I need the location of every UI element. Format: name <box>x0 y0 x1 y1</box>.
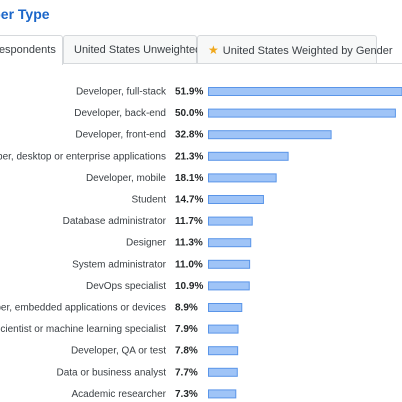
value-label: 7.3% <box>175 389 198 400</box>
bar-2[interactable] <box>208 108 396 118</box>
category-label: eloper, embedded applications or devices <box>0 303 166 314</box>
category-label: Designer <box>126 238 167 249</box>
tab-respondents-label: Respondents <box>0 44 56 56</box>
category-label: System administrator <box>72 259 167 270</box>
category-label: ata scientist or machine learning specia… <box>0 324 166 335</box>
bar-15[interactable] <box>208 389 237 399</box>
category-label: Database administrator <box>63 216 167 227</box>
tab-united-states-weighted-by-gender-label: United States Weighted by Gender <box>222 45 393 57</box>
category-label: Developer, front-end <box>75 130 166 141</box>
category-label: eloper, desktop or enterprise applicatio… <box>0 151 166 162</box>
category-label: Data or business analyst <box>56 367 166 378</box>
value-label: 14.7% <box>175 195 203 206</box>
value-label: 18.1% <box>175 173 203 184</box>
category-label: Developer, full-stack <box>76 87 167 98</box>
category-label: Developer, QA or test <box>71 346 166 357</box>
bar-1[interactable] <box>208 87 402 96</box>
value-label: 7.9% <box>175 324 198 335</box>
tab-united-states-unweighted-label: United States Unweighted <box>74 44 202 56</box>
tab-respondents[interactable]: Respondents <box>0 35 63 65</box>
value-label: 8.9% <box>175 303 198 314</box>
value-label: 11.7% <box>175 216 203 227</box>
value-label: 7.8% <box>175 346 198 357</box>
category-label: Student <box>132 195 167 206</box>
tab-bar: Respondents United States Unweighted ★Un… <box>0 35 402 65</box>
category-label: Academic researcher <box>72 389 167 400</box>
value-label: 32.8% <box>175 130 203 141</box>
bar-8[interactable] <box>208 238 252 248</box>
bar-12[interactable] <box>208 324 239 334</box>
value-label: 10.9% <box>175 281 203 292</box>
value-label: 50.0% <box>175 108 203 119</box>
bar-6[interactable] <box>208 195 264 204</box>
tab-baseline <box>0 63 402 64</box>
category-label: Developer, back-end <box>74 108 166 119</box>
bar-10[interactable] <box>208 281 250 291</box>
tab-united-states-weighted-by-gender[interactable]: ★ United States Weighted by Gender <box>197 35 393 63</box>
star-icon: ★ <box>208 43 219 57</box>
bar-4[interactable] <box>208 151 289 161</box>
category-label: Developer, mobile <box>86 173 166 184</box>
value-label: 11.0% <box>175 259 203 270</box>
bar-5[interactable] <box>208 173 277 183</box>
page-title: eloper Type <box>0 6 50 22</box>
value-label: 21.3% <box>175 151 203 162</box>
value-label: 11.3% <box>175 238 203 249</box>
bar-9[interactable] <box>208 259 251 269</box>
value-label: 7.7% <box>175 367 198 378</box>
bar-11[interactable] <box>208 303 243 312</box>
bar-3[interactable] <box>208 130 332 140</box>
bar-13[interactable] <box>208 346 239 356</box>
bar-7[interactable] <box>208 216 253 226</box>
bar-14[interactable] <box>208 367 238 377</box>
tab-united-states-unweighted[interactable]: United States Unweighted <box>63 35 201 63</box>
category-label: DevOps specialist <box>86 281 166 292</box>
value-label: 51.9% <box>175 87 203 98</box>
